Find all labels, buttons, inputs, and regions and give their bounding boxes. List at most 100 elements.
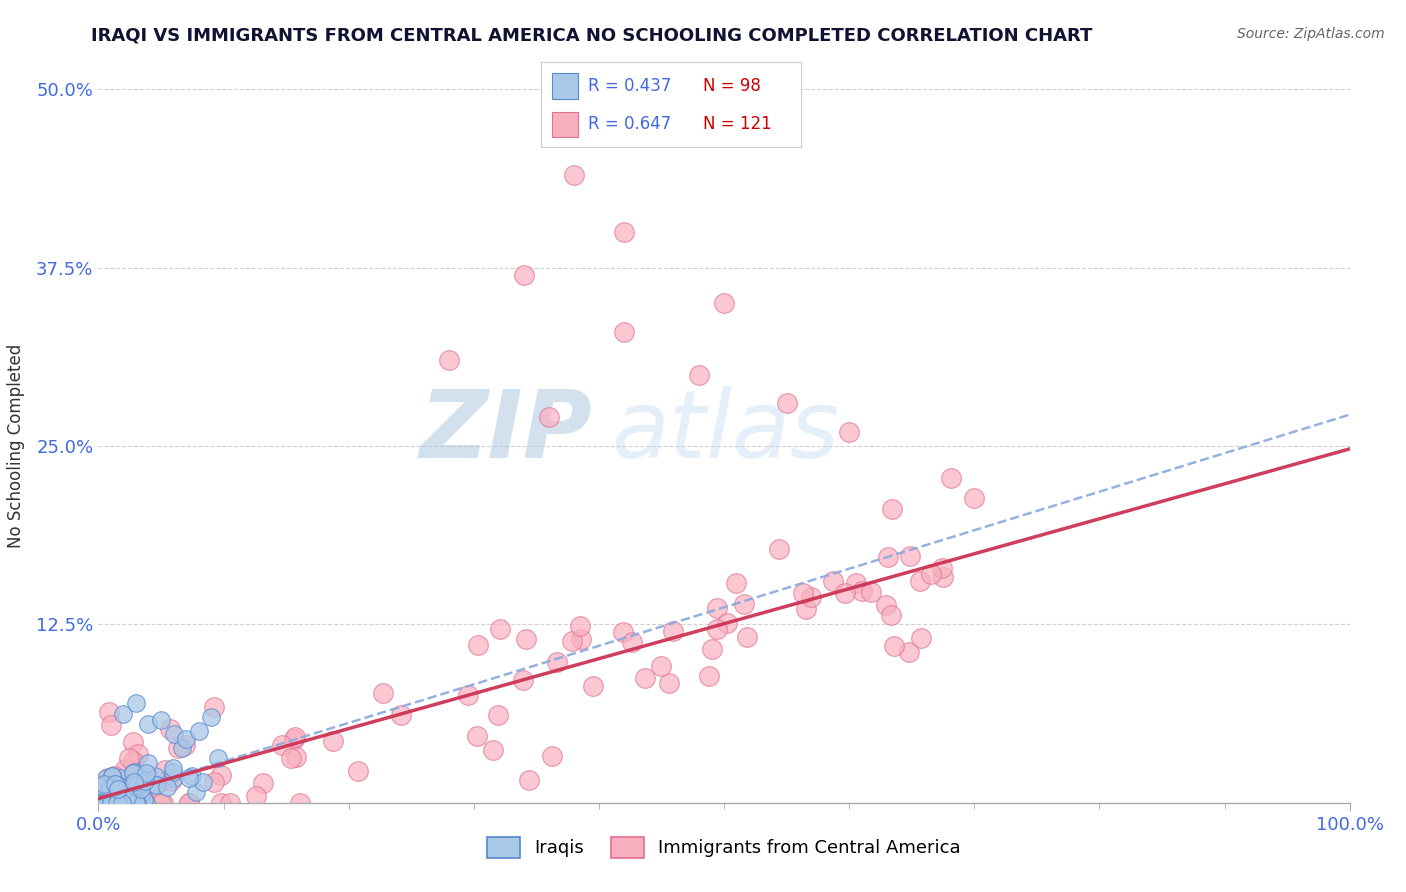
Point bbox=[776, 396, 799, 410]
Point bbox=[209, 768, 232, 782]
Point bbox=[457, 688, 479, 702]
Point bbox=[612, 624, 634, 639]
Point bbox=[98, 780, 121, 795]
Point bbox=[177, 796, 200, 810]
Point bbox=[800, 590, 823, 604]
Point bbox=[174, 731, 197, 746]
Point bbox=[110, 789, 132, 804]
Point bbox=[107, 783, 129, 797]
Point bbox=[107, 780, 129, 794]
Point bbox=[127, 766, 149, 780]
Point bbox=[91, 796, 114, 810]
Point bbox=[90, 784, 112, 798]
Bar bbox=[551, 73, 578, 99]
Point bbox=[108, 789, 131, 803]
Point bbox=[146, 778, 169, 792]
Point bbox=[932, 570, 955, 584]
Bar bbox=[551, 112, 578, 137]
Point bbox=[98, 789, 121, 804]
Point bbox=[122, 764, 145, 779]
Point bbox=[515, 632, 537, 646]
Point bbox=[512, 673, 534, 688]
Point bbox=[880, 502, 903, 516]
Point bbox=[104, 789, 127, 803]
Point bbox=[90, 796, 112, 810]
Point bbox=[114, 784, 136, 798]
Text: R = 0.437: R = 0.437 bbox=[588, 78, 672, 95]
Point bbox=[162, 761, 184, 775]
Point bbox=[97, 795, 120, 809]
Point bbox=[91, 796, 114, 810]
Text: atlas: atlas bbox=[612, 386, 839, 477]
Point bbox=[90, 796, 112, 810]
Point bbox=[963, 491, 986, 505]
Point bbox=[697, 669, 720, 683]
Point bbox=[162, 771, 184, 785]
Point bbox=[662, 624, 685, 639]
Text: ZIP: ZIP bbox=[420, 385, 593, 478]
Point bbox=[488, 622, 510, 636]
Point bbox=[89, 782, 111, 797]
Point bbox=[120, 796, 142, 810]
Point bbox=[138, 717, 160, 731]
Point bbox=[118, 790, 141, 805]
Point bbox=[96, 785, 118, 799]
Point bbox=[90, 796, 112, 810]
Point bbox=[89, 796, 111, 810]
Point bbox=[187, 724, 209, 739]
Point bbox=[125, 796, 148, 810]
Point bbox=[124, 764, 146, 778]
Legend: Iraqis, Immigrants from Central America: Iraqis, Immigrants from Central America bbox=[481, 830, 967, 865]
Point bbox=[112, 707, 135, 722]
Point bbox=[513, 268, 536, 282]
Point bbox=[145, 779, 167, 793]
Point bbox=[939, 470, 962, 484]
Point bbox=[283, 732, 305, 747]
Point bbox=[920, 566, 942, 581]
Point bbox=[725, 576, 748, 591]
Point bbox=[650, 659, 672, 673]
Point bbox=[111, 785, 134, 799]
Point bbox=[883, 639, 905, 653]
Point bbox=[897, 645, 920, 659]
Point bbox=[96, 796, 118, 810]
Point bbox=[851, 584, 873, 599]
Point bbox=[613, 225, 636, 239]
Point bbox=[280, 751, 302, 765]
Point bbox=[100, 718, 122, 732]
Text: R = 0.647: R = 0.647 bbox=[588, 115, 672, 133]
Point bbox=[150, 713, 173, 727]
Point bbox=[107, 796, 129, 810]
Point bbox=[181, 769, 204, 783]
Point bbox=[91, 779, 114, 793]
Point bbox=[135, 796, 157, 810]
Point bbox=[91, 796, 114, 810]
Point bbox=[105, 796, 128, 810]
Point bbox=[111, 796, 134, 810]
Point bbox=[112, 779, 135, 793]
Point bbox=[162, 765, 184, 780]
Point bbox=[621, 635, 644, 649]
Point bbox=[716, 615, 738, 630]
Point bbox=[910, 631, 932, 645]
Point bbox=[156, 772, 179, 787]
Point bbox=[179, 771, 201, 785]
Point bbox=[98, 776, 121, 790]
Point bbox=[162, 727, 184, 741]
Point bbox=[149, 796, 172, 810]
Point bbox=[143, 769, 166, 783]
Point bbox=[93, 796, 115, 810]
Point bbox=[634, 671, 657, 685]
Point bbox=[105, 780, 128, 794]
Point bbox=[110, 796, 132, 810]
Point bbox=[373, 686, 395, 700]
Point bbox=[561, 634, 583, 648]
Point bbox=[101, 796, 124, 810]
Point bbox=[104, 777, 127, 791]
Point bbox=[104, 776, 127, 790]
Point bbox=[207, 751, 229, 765]
Point bbox=[202, 699, 225, 714]
Point bbox=[768, 541, 790, 556]
Point bbox=[98, 789, 121, 804]
Point bbox=[90, 794, 112, 808]
